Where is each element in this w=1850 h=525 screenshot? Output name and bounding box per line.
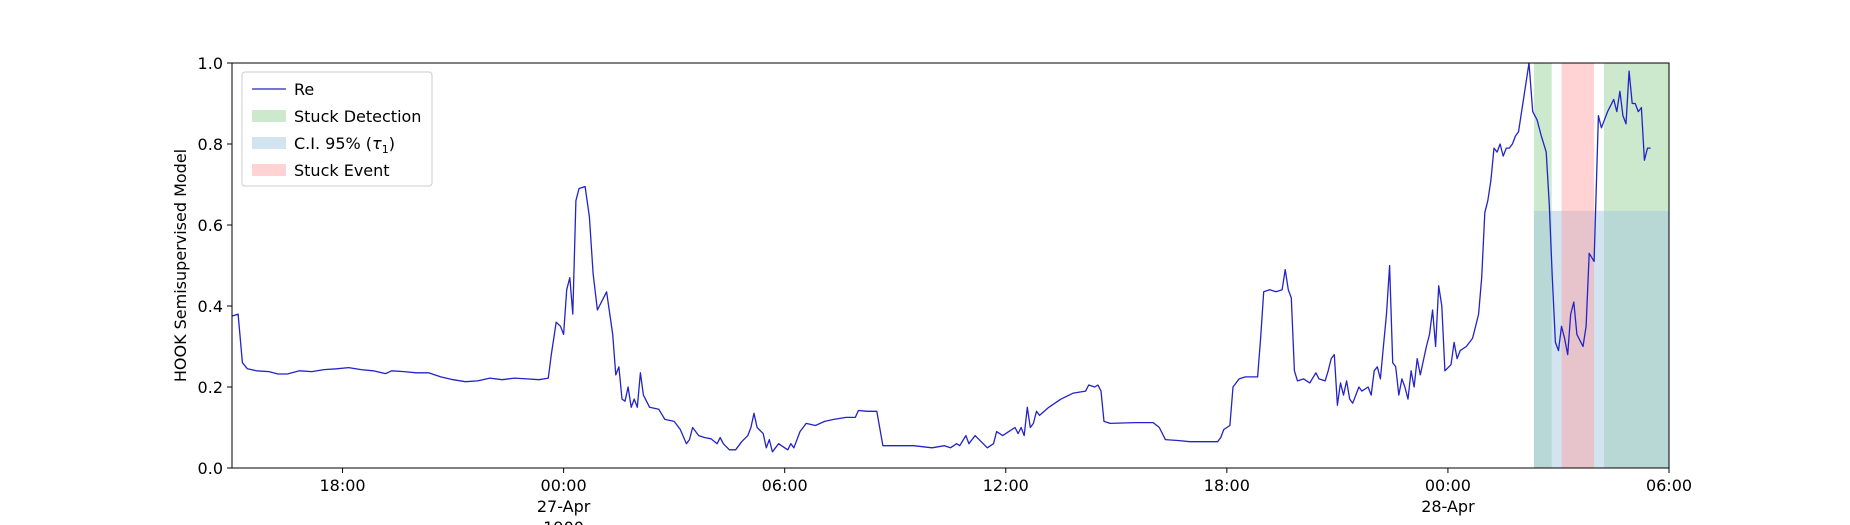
legend-label-re: Re <box>294 80 314 99</box>
legend-swatch-detection <box>252 110 286 122</box>
y-tick-label: 1.0 <box>198 54 223 73</box>
legend-frame <box>241 71 433 187</box>
legend-label-event: Stuck Event <box>294 161 390 180</box>
shaded-spans <box>1533 63 1669 468</box>
x-tick-date-label: 1900 <box>543 518 584 525</box>
x-tick-date-label: 28-Apr <box>1421 497 1475 516</box>
x-tick-date-label: 27-Apr <box>537 497 591 516</box>
x-tick-label: 18:00 <box>1204 476 1250 495</box>
y-tick-label: 0.0 <box>198 459 223 478</box>
y-tick-label: 0.6 <box>198 216 223 235</box>
span-ci-2 <box>1533 210 1669 468</box>
y-axis: 0.0 0.2 0.4 0.6 0.8 1.0 <box>198 54 232 478</box>
y-tick-label: 0.8 <box>198 135 223 154</box>
y-tick-label: 0.4 <box>198 297 223 316</box>
axes-frame <box>231 62 1670 469</box>
x-tick-label: 00:00 <box>1425 476 1471 495</box>
x-axis: 18:00 00:00 27-Apr 1900 06:00 12:00 18:00 00:00… <box>319 468 1692 525</box>
x-tick-label: 06:00 <box>1646 476 1692 495</box>
x-tick-label: 00:00 <box>541 476 587 495</box>
legend-swatch-ci <box>252 137 286 149</box>
legend-label-detection: Stuck Detection <box>294 107 421 126</box>
legend: Re Stuck Detection C.I. 95% (τ1) Stuck Even… <box>241 71 433 187</box>
x-tick-label: 18:00 <box>319 476 365 495</box>
x-tick-label: 06:00 <box>762 476 808 495</box>
legend-label-ci: C.I. 95% (τ1) <box>294 134 395 156</box>
series-layer <box>231 62 1651 453</box>
y-axis-label: HOOK Semisupervised Model <box>171 149 190 382</box>
x-tick-label: 12:00 <box>983 476 1029 495</box>
legend-swatch-event <box>252 164 286 176</box>
span-detection-1 <box>1603 63 1669 468</box>
series-line-re <box>231 62 1651 453</box>
y-tick-label: 0.2 <box>198 378 223 397</box>
